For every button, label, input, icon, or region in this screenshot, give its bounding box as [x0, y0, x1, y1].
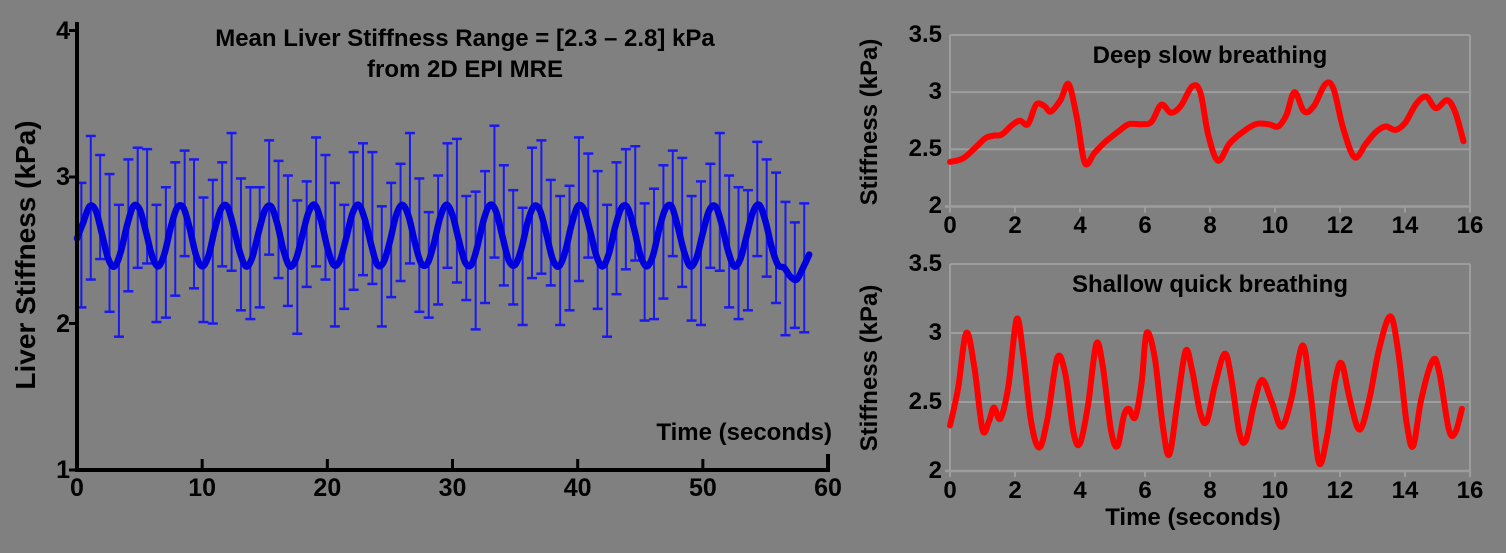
deep-x-tick-label: 12: [1326, 212, 1354, 240]
liver-x-tick-label: 40: [563, 474, 592, 502]
shallow-x-tick-label: 2: [1008, 477, 1022, 504]
deep-x-tick-label: 16: [1456, 212, 1484, 240]
deep-breathing-y-axis-label: Stiffness (kPa): [856, 38, 883, 206]
liver-chart-title-line2: from 2D EPI MRE: [366, 56, 564, 83]
deep-x-tick-label: 2: [1008, 212, 1022, 240]
shallow-breathing-chart-title: Shallow quick breathing: [1071, 271, 1349, 298]
shallow-x-tick-label: 14: [1391, 477, 1419, 504]
shallow-breathing-y-axis-label: Stiffness (kPa): [856, 284, 883, 452]
liver-y-axis-label: Liver Stiffness (kPa): [10, 120, 41, 390]
shallow-x-tick-label: 6: [1138, 477, 1152, 504]
shallow-y-tick-label: 3: [928, 319, 942, 346]
shallow-y-tick-label: 2.5: [908, 388, 942, 415]
deep-x-tick-label: 6: [1138, 212, 1152, 240]
deep-x-tick-label: 0: [943, 212, 957, 240]
liver-x-tick-label: 0: [70, 474, 84, 502]
liver-y-tick-label: 3: [56, 163, 70, 191]
shallow-y-tick-label: 2: [928, 457, 942, 484]
deep-x-tick-label: 8: [1203, 212, 1217, 240]
shallow-x-tick-label: 8: [1203, 477, 1217, 504]
liver-y-tick-label: 4: [56, 16, 70, 45]
liver-y-tick-label: 1: [56, 456, 70, 484]
shallow-x-tick-label: 0: [943, 477, 957, 504]
liver-x-tick-label: 60: [814, 474, 842, 502]
deep-x-tick-label: 10: [1261, 212, 1289, 240]
liver-x-tick-label: 10: [188, 474, 217, 502]
shallow-x-tick-label: 12: [1326, 477, 1354, 504]
shallow-x-tick-label: 4: [1073, 477, 1087, 504]
shallow-x-tick-label: 10: [1261, 477, 1289, 504]
shallow-x-tick-label: 16: [1456, 477, 1484, 504]
liver-x-tick-label: 50: [688, 474, 717, 502]
shallow-y-tick-label: 3.5: [908, 250, 942, 277]
liver-x-axis-label: Time (seconds): [656, 419, 832, 446]
liver-x-tick-label: 20: [313, 474, 342, 502]
deep-y-tick-label: 3.5: [908, 21, 942, 48]
deep-y-tick-label: 2.5: [908, 135, 942, 163]
deep-y-tick-label: 3: [928, 78, 942, 106]
liver-chart-title-line1: Mean Liver Stiffness Range = [2.3 – 2.8]…: [215, 25, 715, 52]
deep-breathing-chart-title: Deep slow breathing: [1092, 42, 1328, 69]
deep-y-tick-label: 2: [928, 192, 942, 220]
liver-x-tick-label: 30: [438, 474, 467, 502]
deep-x-tick-label: 4: [1073, 212, 1087, 240]
deep-x-tick-label: 14: [1391, 212, 1419, 240]
shallow-breathing-x-axis-label: Time (seconds): [1105, 504, 1281, 531]
liver-y-tick-label: 2: [56, 309, 70, 338]
